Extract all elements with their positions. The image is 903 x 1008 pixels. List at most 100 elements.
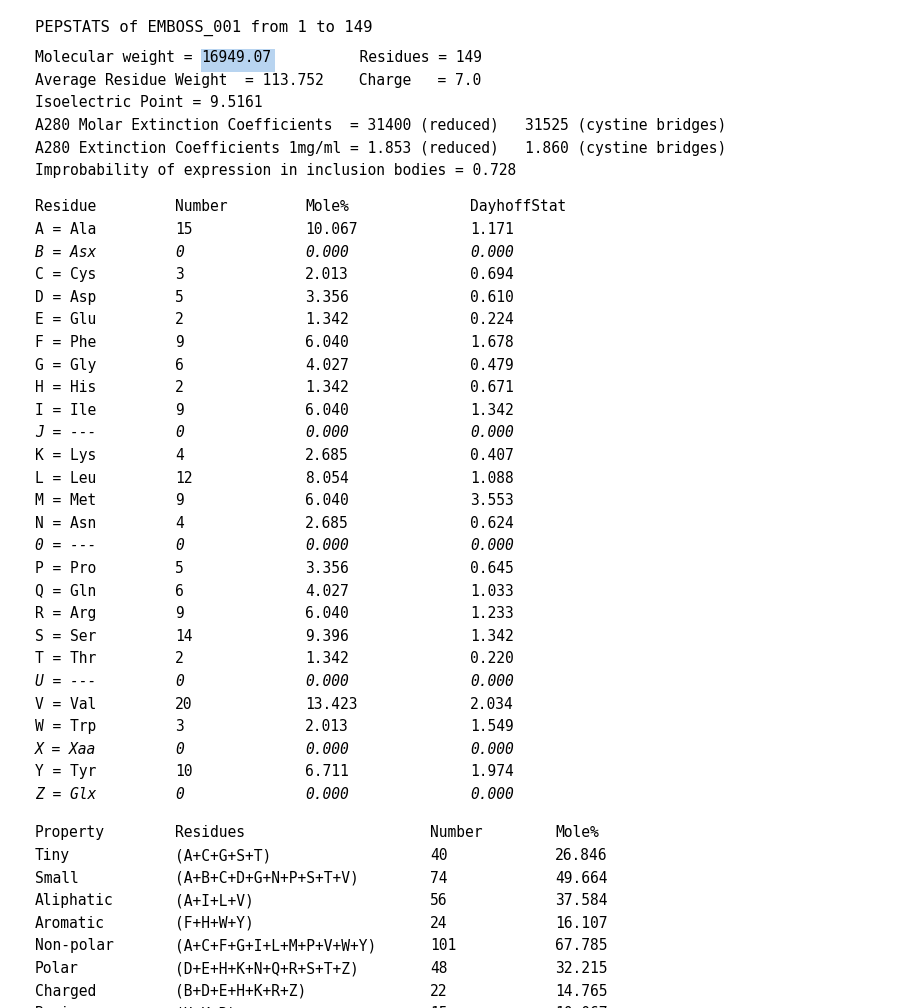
Text: 2.013: 2.013 (304, 719, 349, 734)
Text: 49.664: 49.664 (554, 871, 607, 886)
Text: 0: 0 (175, 245, 183, 259)
Text: Isoelectric Point = 9.5161: Isoelectric Point = 9.5161 (35, 96, 262, 110)
Text: 4.027: 4.027 (304, 358, 349, 373)
Text: 37.584: 37.584 (554, 893, 607, 908)
Text: 0.000: 0.000 (304, 425, 349, 440)
Text: 0.645: 0.645 (470, 561, 513, 576)
Text: 40: 40 (430, 848, 447, 863)
Text: N = Asn: N = Asn (35, 516, 96, 531)
Text: 32.215: 32.215 (554, 961, 607, 976)
Text: (F+H+W+Y): (F+H+W+Y) (175, 916, 254, 930)
Text: J = ---: J = --- (35, 425, 96, 440)
Text: 6.040: 6.040 (304, 606, 349, 621)
Text: 0.000: 0.000 (304, 742, 349, 757)
Text: 2.685: 2.685 (304, 516, 349, 531)
Text: F = Phe: F = Phe (35, 335, 96, 350)
Text: 24: 24 (430, 916, 447, 930)
Text: (A+C+G+S+T): (A+C+G+S+T) (175, 848, 271, 863)
Text: 6.040: 6.040 (304, 493, 349, 508)
Text: 2.685: 2.685 (304, 448, 349, 463)
Text: 1.342: 1.342 (304, 380, 349, 395)
Text: W = Trp: W = Trp (35, 719, 96, 734)
Text: 4.027: 4.027 (304, 584, 349, 599)
Text: Polar: Polar (35, 961, 79, 976)
Text: 0.624: 0.624 (470, 516, 513, 531)
Text: 1.678: 1.678 (470, 335, 513, 350)
Text: 56: 56 (430, 893, 447, 908)
Text: 14: 14 (175, 629, 192, 644)
Text: E = Glu: E = Glu (35, 312, 96, 328)
Text: Tiny: Tiny (35, 848, 70, 863)
Text: 0.000: 0.000 (470, 538, 513, 553)
Text: DayhoffStat: DayhoffStat (470, 200, 565, 215)
Text: 6: 6 (175, 358, 183, 373)
Text: R = Arg: R = Arg (35, 606, 96, 621)
Text: (B+D+E+H+K+R+Z): (B+D+E+H+K+R+Z) (175, 984, 306, 999)
Text: PEPSTATS of EMBOSS_001 from 1 to 149: PEPSTATS of EMBOSS_001 from 1 to 149 (35, 20, 372, 36)
Text: 101: 101 (430, 938, 456, 954)
Text: 6.040: 6.040 (304, 335, 349, 350)
Text: 0: 0 (175, 425, 183, 440)
Text: 3.553: 3.553 (470, 493, 513, 508)
Text: (A+I+L+V): (A+I+L+V) (175, 893, 254, 908)
Text: 0.407: 0.407 (470, 448, 513, 463)
Text: 1.974: 1.974 (470, 764, 513, 779)
Text: 67.785: 67.785 (554, 938, 607, 954)
Text: 0.610: 0.610 (470, 289, 513, 304)
Text: K = Lys: K = Lys (35, 448, 96, 463)
Text: 1.342: 1.342 (304, 651, 349, 666)
Text: Basic: Basic (35, 1006, 79, 1008)
Text: Non-polar: Non-polar (35, 938, 114, 954)
Text: A280 Extinction Coefficients 1mg/ml = 1.853 (reduced)   1.860 (cystine bridges): A280 Extinction Coefficients 1mg/ml = 1.… (35, 140, 725, 155)
Text: 2: 2 (175, 651, 183, 666)
Text: 0: 0 (175, 538, 183, 553)
Text: 0.224: 0.224 (470, 312, 513, 328)
Text: T = Thr: T = Thr (35, 651, 96, 666)
Text: 14.765: 14.765 (554, 984, 607, 999)
Text: 6.040: 6.040 (304, 403, 349, 417)
Text: 0.000: 0.000 (304, 674, 349, 689)
Text: 1.342: 1.342 (470, 629, 513, 644)
Text: 20: 20 (175, 697, 192, 712)
Text: 22: 22 (430, 984, 447, 999)
Text: 1.549: 1.549 (470, 719, 513, 734)
Text: 48: 48 (430, 961, 447, 976)
Text: 12: 12 (175, 471, 192, 486)
Text: 0.000: 0.000 (470, 787, 513, 802)
Text: 2: 2 (175, 312, 183, 328)
Text: 1.088: 1.088 (470, 471, 513, 486)
Text: 4: 4 (175, 448, 183, 463)
Text: S = Ser: S = Ser (35, 629, 96, 644)
Text: 3: 3 (175, 719, 183, 734)
Text: P = Pro: P = Pro (35, 561, 96, 576)
Text: 0.671: 0.671 (470, 380, 513, 395)
Text: 9: 9 (175, 493, 183, 508)
Text: Aliphatic: Aliphatic (35, 893, 114, 908)
Text: 0 = ---: 0 = --- (35, 538, 96, 553)
Text: (H+K+R): (H+K+R) (175, 1006, 236, 1008)
Text: 0.000: 0.000 (470, 742, 513, 757)
Text: Residues: Residues (175, 826, 245, 841)
Text: 5: 5 (175, 289, 183, 304)
Text: Small: Small (35, 871, 79, 886)
Text: 0.694: 0.694 (470, 267, 513, 282)
Text: 5: 5 (175, 561, 183, 576)
Text: D = Asp: D = Asp (35, 289, 96, 304)
Text: Residues = 149: Residues = 149 (271, 50, 481, 66)
Text: 6.711: 6.711 (304, 764, 349, 779)
Text: 1.342: 1.342 (470, 403, 513, 417)
Text: Improbability of expression in inclusion bodies = 0.728: Improbability of expression in inclusion… (35, 163, 516, 178)
Text: G = Gly: G = Gly (35, 358, 96, 373)
Text: 1.342: 1.342 (304, 312, 349, 328)
Text: V = Val: V = Val (35, 697, 96, 712)
Text: 16949.07: 16949.07 (201, 50, 271, 66)
Text: Residue: Residue (35, 200, 96, 215)
Text: (A+C+F+G+I+L+M+P+V+W+Y): (A+C+F+G+I+L+M+P+V+W+Y) (175, 938, 376, 954)
Text: I = Ile: I = Ile (35, 403, 96, 417)
Text: 0: 0 (175, 674, 183, 689)
Text: M = Met: M = Met (35, 493, 96, 508)
Text: 10.067: 10.067 (554, 1006, 607, 1008)
Text: 9: 9 (175, 335, 183, 350)
Text: 9: 9 (175, 606, 183, 621)
Text: 2.034: 2.034 (470, 697, 513, 712)
